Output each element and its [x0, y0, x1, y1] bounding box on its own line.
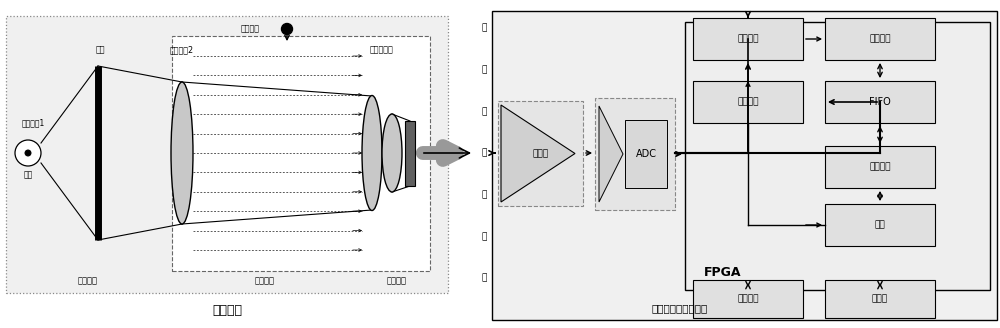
Text: 放大器: 放大器	[532, 149, 549, 158]
Polygon shape	[599, 106, 623, 202]
Text: 照明模块: 照明模块	[78, 277, 98, 285]
Text: 光源: 光源	[23, 171, 33, 179]
Bar	[492, 11, 997, 320]
Circle shape	[25, 150, 31, 156]
Bar	[693, 81, 803, 123]
Polygon shape	[501, 105, 575, 202]
Text: 接口: 接口	[875, 220, 885, 230]
Text: 线: 线	[481, 24, 487, 32]
Ellipse shape	[171, 82, 193, 224]
Circle shape	[15, 140, 41, 166]
Text: ADC: ADC	[636, 149, 656, 159]
Bar	[172, 36, 430, 271]
Text: 感: 感	[481, 232, 487, 241]
Text: 扩束透镜1: 扩束透镜1	[21, 118, 45, 128]
Text: 光阀: 光阀	[95, 46, 105, 54]
Bar	[405, 121, 415, 186]
Bar	[825, 146, 935, 188]
Text: 指令解析: 指令解析	[737, 97, 759, 107]
Text: 以太网: 以太网	[872, 295, 888, 303]
Text: 扩束透镜2: 扩束透镜2	[170, 46, 194, 54]
Text: 数据处理: 数据处理	[869, 162, 891, 172]
Bar	[693, 280, 803, 318]
Text: 传: 传	[481, 190, 487, 199]
Text: 图: 图	[481, 107, 487, 116]
Text: 成像透镜组: 成像透镜组	[370, 46, 394, 54]
Text: 光学单元: 光学单元	[212, 303, 242, 317]
Bar	[825, 81, 935, 123]
Bar	[685, 22, 990, 290]
Text: 阵: 阵	[481, 65, 487, 74]
Bar	[595, 98, 675, 210]
Text: 成像模块: 成像模块	[387, 277, 407, 285]
Bar	[825, 280, 935, 318]
Ellipse shape	[382, 114, 402, 192]
Text: 数据采集与控制单元: 数据采集与控制单元	[652, 303, 708, 313]
Text: FIFO: FIFO	[869, 97, 891, 107]
Text: 读写控制: 读写控制	[869, 34, 891, 44]
Bar	[825, 204, 935, 246]
Bar	[825, 18, 935, 60]
Circle shape	[282, 24, 292, 34]
Text: 外存储器: 外存储器	[737, 295, 759, 303]
Bar	[498, 101, 583, 206]
Text: 器: 器	[481, 274, 487, 282]
Bar	[625, 120, 667, 188]
Text: 采样区域: 采样区域	[255, 277, 275, 285]
Text: 像: 像	[481, 149, 487, 157]
Ellipse shape	[362, 95, 382, 211]
Bar	[693, 18, 803, 60]
Text: 降水粒子: 降水粒子	[241, 25, 260, 33]
Bar	[6, 16, 448, 293]
Text: FPGA: FPGA	[704, 266, 742, 279]
Text: 时序控制: 时序控制	[737, 34, 759, 44]
